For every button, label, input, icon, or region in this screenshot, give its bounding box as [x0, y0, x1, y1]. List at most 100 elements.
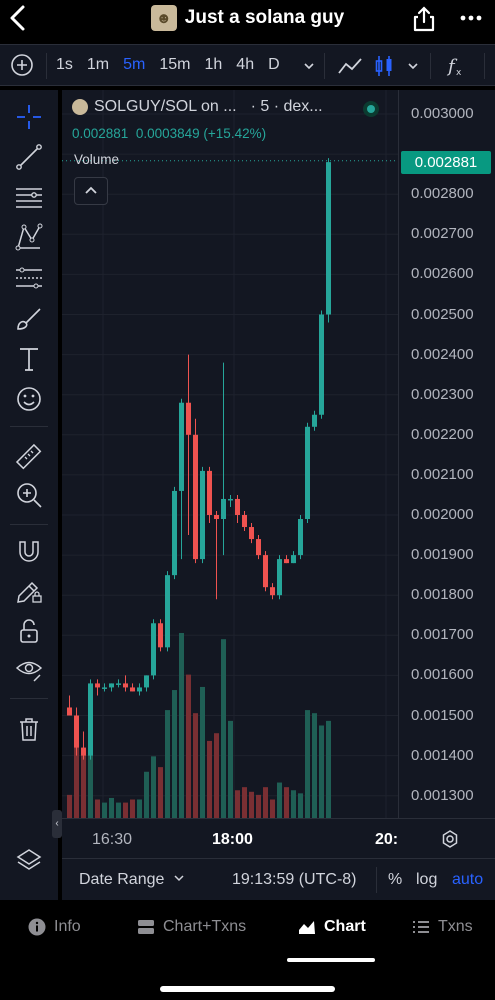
price-axis[interactable] — [398, 90, 495, 818]
text-tool[interactable] — [14, 344, 44, 374]
horizontal-lines-icon — [16, 188, 42, 208]
lock-drawings-tool[interactable] — [14, 576, 44, 606]
interval-1h[interactable]: 1h — [204, 56, 223, 73]
candle-body — [109, 683, 114, 688]
candle-body — [319, 314, 324, 415]
volume-bar — [228, 720, 233, 818]
log-scale-toggle[interactable]: log — [416, 871, 438, 888]
volume-bar — [312, 713, 317, 818]
price-axis-label: 0.002500 — [411, 305, 474, 323]
interval-dropdown[interactable] — [302, 53, 316, 79]
candle-body — [193, 434, 198, 560]
plus-circle-icon — [11, 54, 33, 76]
eye-icon — [15, 661, 43, 682]
unlock-tool[interactable] — [14, 616, 44, 646]
candlestick-chart[interactable] — [62, 90, 398, 818]
add-symbol-button[interactable] — [10, 53, 34, 77]
interval-5m[interactable]: 5m — [123, 56, 146, 73]
volume-bar — [74, 733, 79, 818]
pattern-tool[interactable] — [14, 222, 44, 252]
candle-body — [151, 623, 156, 676]
back-button[interactable] — [8, 4, 38, 34]
volume-bar — [284, 787, 289, 818]
candle-body — [256, 539, 261, 556]
percent-scale-toggle[interactable]: % — [388, 871, 403, 888]
fib-tool[interactable] — [14, 182, 44, 212]
volume-bar — [81, 748, 86, 818]
chart-settings-button[interactable] — [440, 829, 460, 849]
auto-scale-toggle[interactable]: auto — [452, 871, 484, 888]
share-button[interactable] — [411, 6, 437, 32]
change-percent: (+15.42%) — [203, 126, 267, 141]
volume-bar — [277, 782, 282, 818]
candle-body — [88, 683, 93, 756]
tab-info[interactable]: Info — [28, 918, 81, 936]
more-button[interactable] — [459, 6, 483, 36]
measure-tool[interactable] — [14, 442, 44, 472]
interval-d[interactable]: D — [268, 56, 280, 73]
line-chart-icon — [338, 58, 362, 74]
gear-icon — [442, 830, 458, 848]
candle-body — [179, 402, 184, 491]
market-status-dot — [363, 101, 379, 117]
chart-type-dropdown[interactable] — [406, 53, 420, 79]
forecast-icon — [16, 267, 42, 289]
candle-body — [102, 687, 107, 689]
date-range-button[interactable]: Date Range — [79, 871, 185, 889]
candle-body — [200, 470, 205, 560]
volume-bar — [172, 690, 177, 818]
collapse-legend-button[interactable] — [74, 177, 108, 205]
price-axis-label: 0.001300 — [411, 786, 474, 804]
price-axis-label: 0.002600 — [411, 265, 474, 283]
price-axis-label: 0.002300 — [411, 385, 474, 403]
volume-bar — [165, 710, 170, 818]
toolbar-divider — [430, 53, 431, 79]
volume-bar — [102, 802, 107, 818]
clock-timezone[interactable]: 19:13:59 (UTC-8) — [232, 871, 357, 888]
time-label: 20: — [375, 831, 399, 848]
symbol-name[interactable]: SOLGUY/SOL on ... — [94, 98, 237, 115]
emoji-tool[interactable] — [14, 384, 44, 414]
crosshair-icon — [17, 105, 41, 129]
crosshair-tool[interactable] — [14, 102, 44, 132]
zoom-tool[interactable] — [14, 480, 44, 510]
toolbar-divider — [46, 53, 47, 79]
delete-drawings-tool[interactable] — [14, 714, 44, 744]
token-avatar: ☻ — [150, 5, 177, 31]
zoom-in-icon — [17, 483, 42, 508]
trend-line-tool[interactable] — [14, 142, 44, 172]
tab-chart-txns[interactable]: Chart+Txns — [137, 918, 246, 936]
interval-1s[interactable]: 1s — [56, 56, 73, 73]
time-axis[interactable]: 16:30 18:00 20: — [62, 818, 495, 858]
visibility-tool[interactable] — [14, 654, 44, 684]
volume-bar — [186, 674, 191, 818]
brush-tool[interactable] — [14, 304, 44, 334]
toolbar-toggle-handle[interactable]: ‹ — [52, 810, 62, 838]
pattern-icon — [15, 223, 43, 251]
tab-txns[interactable]: Txns — [412, 918, 473, 936]
bottom-divider — [376, 867, 377, 893]
list-icon — [413, 921, 429, 933]
line-chart-type-button[interactable] — [336, 53, 364, 79]
change-value: 0.0003849 — [135, 126, 200, 141]
toolbar-divider — [484, 53, 485, 79]
symbol-logo — [72, 99, 88, 115]
magnet-tool[interactable] — [14, 536, 44, 566]
interval-1m[interactable]: 1m — [86, 56, 110, 73]
candle-body — [326, 162, 331, 315]
price-axis-label: 0.002800 — [411, 185, 474, 203]
volume-legend: Volume — [74, 152, 120, 167]
volume-bar — [67, 794, 72, 818]
volume-bar — [158, 767, 163, 818]
candle-chart-type-button[interactable] — [374, 53, 394, 79]
tab-chart[interactable]: Chart — [298, 918, 366, 936]
magnet-icon — [19, 541, 39, 562]
forecast-tool[interactable] — [14, 262, 44, 292]
interval-4h[interactable]: 4h — [236, 56, 255, 73]
interval-15m[interactable]: 15m — [159, 56, 191, 73]
candle-body — [312, 414, 317, 427]
layers-tool[interactable] — [14, 846, 44, 876]
home-indicator — [160, 986, 335, 992]
